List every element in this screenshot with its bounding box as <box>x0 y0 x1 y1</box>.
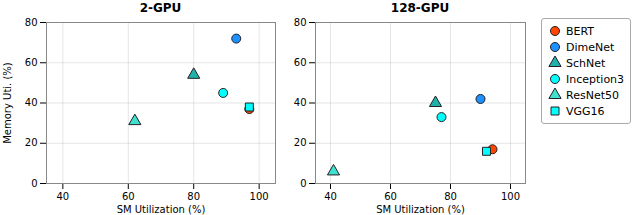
svg-text:Memory Uti. (%): Memory Uti. (%) <box>2 62 13 144</box>
svg-text:80: 80 <box>187 191 200 202</box>
html-text:128-GPU: 128-GPU <box>390 1 450 15</box>
html-text:Inception3: Inception3 <box>566 72 625 86</box>
svg-text:80: 80 <box>294 17 307 28</box>
svg-text:40: 40 <box>25 97 38 108</box>
svg-text:20: 20 <box>294 137 307 148</box>
svg-text:40: 40 <box>294 97 307 108</box>
svg-text:60: 60 <box>294 57 307 68</box>
svg-text:SM Utilization (%): SM Utilization (%) <box>376 204 465 215</box>
html-text:2-GPU: 2-GPU <box>139 1 182 15</box>
html-text:VGG16: VGG16 <box>566 104 605 118</box>
svg-text:60: 60 <box>122 191 135 202</box>
svg-text:100: 100 <box>501 191 520 202</box>
svg-text:0: 0 <box>300 178 306 189</box>
svg-text:100: 100 <box>250 191 269 202</box>
html-text:BERT: BERT <box>566 24 595 38</box>
svg-text:80: 80 <box>25 17 38 28</box>
svg-text:40: 40 <box>324 191 337 202</box>
svg-text:60: 60 <box>25 57 38 68</box>
svg-text:60: 60 <box>384 191 397 202</box>
html-text:ResNet50: ResNet50 <box>566 88 619 102</box>
html-text:DimeNet: DimeNet <box>566 40 615 54</box>
svg-text:0: 0 <box>31 178 37 189</box>
svg-text:40: 40 <box>56 191 69 202</box>
svg-text:20: 20 <box>25 137 38 148</box>
html-text:SchNet: SchNet <box>566 56 606 70</box>
svg-text:SM Utilization (%): SM Utilization (%) <box>117 204 206 215</box>
svg-text:80: 80 <box>444 191 457 202</box>
